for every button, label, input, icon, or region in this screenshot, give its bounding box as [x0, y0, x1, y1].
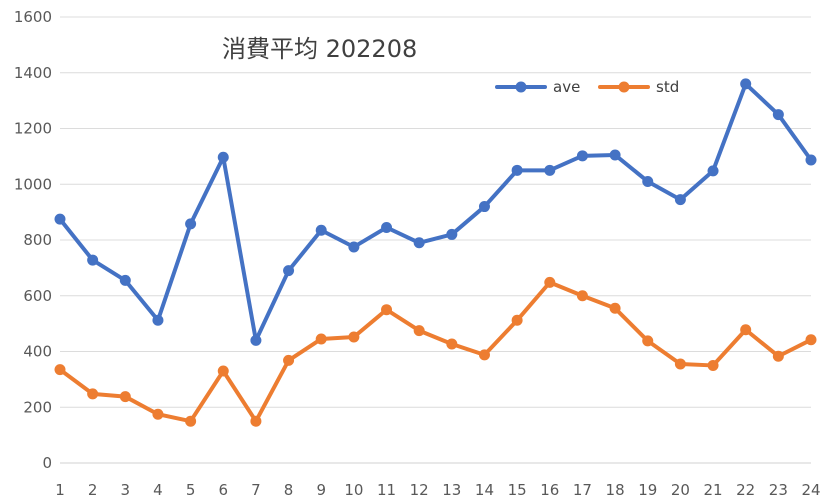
- legend-item-std: std: [598, 78, 679, 96]
- data-point-ave: [511, 164, 523, 176]
- data-point-std: [740, 324, 752, 336]
- series-ave: [54, 78, 817, 346]
- x-tick-label: 10: [344, 481, 363, 499]
- data-point-std: [413, 325, 425, 337]
- legend-label: std: [656, 78, 679, 96]
- data-point-ave: [576, 150, 588, 162]
- x-tick-label: 16: [540, 481, 559, 499]
- data-point-ave: [478, 201, 490, 213]
- x-tick-label: 23: [769, 481, 788, 499]
- x-tick-label: 19: [638, 481, 657, 499]
- data-point-ave: [348, 241, 360, 253]
- data-point-std: [544, 276, 556, 288]
- data-point-std: [511, 314, 523, 326]
- data-point-ave: [152, 314, 164, 326]
- data-point-ave: [250, 334, 262, 346]
- legend: ave std: [495, 78, 679, 96]
- data-point-ave: [315, 224, 327, 236]
- data-point-std: [217, 365, 229, 377]
- data-point-ave: [674, 194, 686, 206]
- data-point-std: [576, 290, 588, 302]
- legend-label: ave: [553, 78, 580, 96]
- data-point-ave: [544, 164, 556, 176]
- data-point-std: [87, 388, 99, 400]
- series-line-ave: [58, 81, 813, 343]
- data-point-std: [283, 354, 295, 366]
- data-point-ave: [772, 109, 784, 121]
- y-tick-label: 1400: [14, 64, 52, 82]
- data-point-ave: [740, 78, 752, 90]
- x-tick-label: 4: [153, 481, 163, 499]
- data-point-ave: [805, 154, 817, 166]
- y-tick-label: 800: [23, 231, 52, 249]
- data-point-ave: [707, 165, 719, 177]
- x-tick-label: 6: [218, 481, 228, 499]
- legend-marker: [515, 81, 527, 93]
- data-point-std: [642, 335, 654, 347]
- data-point-std: [54, 364, 66, 376]
- x-tick-label: 18: [606, 481, 625, 499]
- legend-marker: [618, 81, 630, 93]
- data-point-ave: [413, 237, 425, 249]
- x-axis-ticks: 1 2 3 4 5 6 7 8 9 10 11 12 13 14 15 16 17 18 19 20 21 22 23 24: [55, 481, 820, 499]
- data-point-ave: [54, 213, 66, 225]
- x-tick-label: 22: [736, 481, 755, 499]
- chart-title: 消費平均 202208: [222, 35, 417, 63]
- x-tick-label: 7: [251, 481, 261, 499]
- data-point-ave: [381, 221, 393, 233]
- x-tick-label: 1: [55, 481, 65, 499]
- data-point-ave: [609, 149, 621, 161]
- data-point-ave: [283, 265, 295, 277]
- x-tick-label: 3: [121, 481, 131, 499]
- data-point-std: [152, 408, 164, 420]
- data-point-ave: [642, 175, 654, 187]
- x-tick-label: 24: [801, 481, 820, 499]
- data-point-std: [348, 331, 360, 343]
- data-point-std: [381, 304, 393, 316]
- x-tick-label: 14: [475, 481, 494, 499]
- data-point-std: [478, 349, 490, 361]
- y-tick-label: 400: [23, 343, 52, 361]
- x-tick-label: 17: [573, 481, 592, 499]
- data-point-std: [119, 391, 131, 403]
- x-tick-label: 15: [508, 481, 527, 499]
- data-point-ave: [185, 218, 197, 230]
- data-point-std: [772, 350, 784, 362]
- x-tick-label: 13: [442, 481, 461, 499]
- series-std: [54, 276, 817, 427]
- data-point-std: [446, 338, 458, 350]
- x-tick-label: 20: [671, 481, 690, 499]
- x-tick-label: 9: [316, 481, 326, 499]
- data-point-ave: [217, 151, 229, 163]
- y-tick-label: 1000: [14, 175, 52, 193]
- data-point-std: [805, 334, 817, 346]
- y-tick-label: 1200: [14, 120, 52, 138]
- data-point-ave: [119, 274, 131, 286]
- data-point-std: [609, 302, 621, 314]
- data-point-std: [250, 415, 262, 427]
- x-tick-label: 21: [703, 481, 722, 499]
- y-axis-ticks: 0 200 400 600 800 1000 1200 1400 1600: [14, 8, 52, 472]
- data-point-std: [315, 333, 327, 345]
- legend-item-ave: ave: [495, 78, 580, 96]
- data-point-std: [674, 358, 686, 370]
- data-point-ave: [87, 254, 99, 266]
- x-tick-label: 2: [88, 481, 98, 499]
- series-group: [54, 78, 817, 427]
- data-point-ave: [446, 228, 458, 240]
- x-tick-label: 5: [186, 481, 196, 499]
- data-point-std: [185, 415, 197, 427]
- y-tick-label: 1600: [14, 8, 52, 26]
- x-tick-label: 8: [284, 481, 294, 499]
- data-point-std: [707, 359, 719, 371]
- y-tick-label: 600: [23, 287, 52, 305]
- y-tick-label: 200: [23, 398, 52, 416]
- y-tick-label: 0: [42, 454, 52, 472]
- x-tick-label: 11: [377, 481, 396, 499]
- x-tick-label: 12: [410, 481, 429, 499]
